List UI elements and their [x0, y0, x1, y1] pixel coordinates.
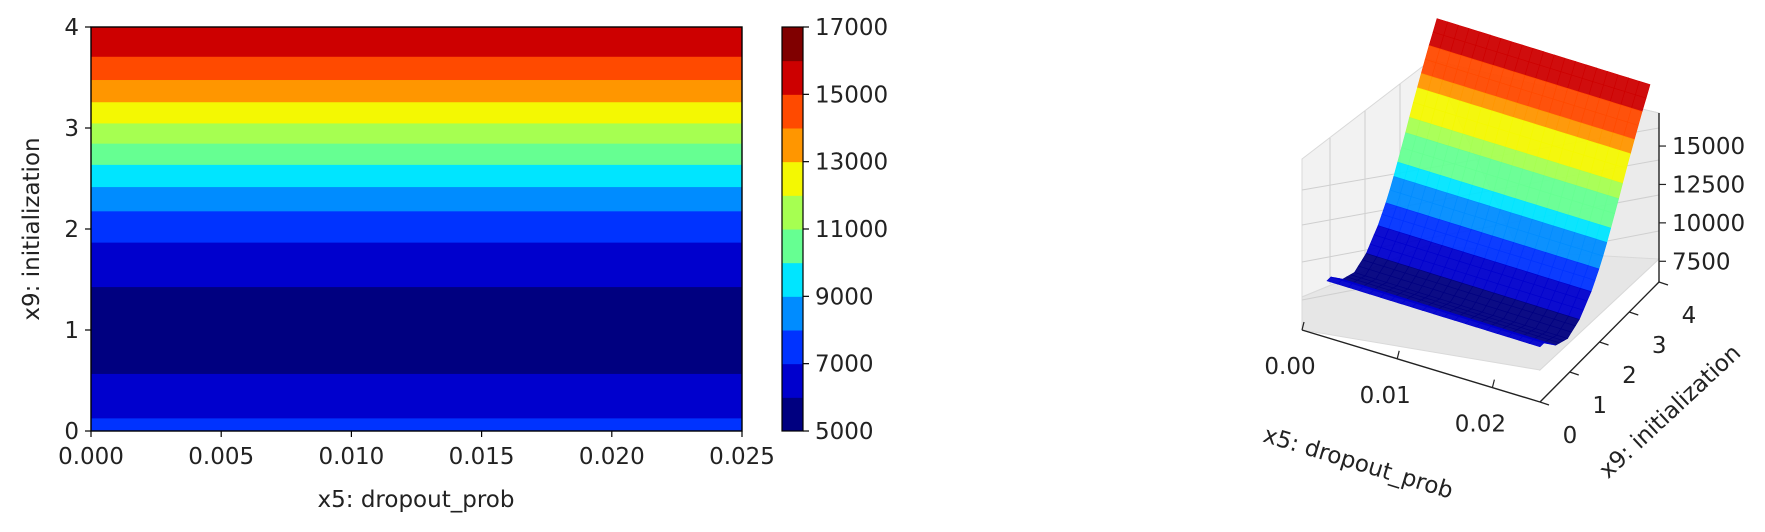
surface-x-tick-label: 0.00	[1264, 354, 1315, 380]
contour-bands	[91, 27, 742, 432]
surface-y-tick-label: 0	[1563, 423, 1578, 449]
colorbar-segment-2	[782, 330, 803, 365]
colorbar-tick-label: 15000	[815, 82, 888, 108]
colorbar-segment-4	[782, 262, 803, 297]
contour-x-tick-label: 0.020	[579, 444, 645, 470]
surface-x-tick-label: 0.01	[1360, 383, 1411, 409]
colorbar-segment-5	[782, 229, 803, 264]
contour-x-tick-label: 0.000	[58, 444, 124, 470]
contour-band-12	[91, 27, 742, 57]
contour-band-10	[91, 79, 742, 103]
contour-band-5	[91, 186, 742, 212]
x-axis-line	[1301, 329, 1541, 403]
contour-y-tick-label: 4	[64, 15, 79, 41]
colorbar-tick-label: 9000	[815, 284, 874, 310]
surface-x-tick-mark	[1396, 350, 1400, 359]
contour-y-tick-label: 3	[64, 116, 79, 142]
colorbar-segments	[782, 27, 803, 432]
surface-faces	[1326, 18, 1651, 348]
colorbar-segment-7	[782, 161, 803, 196]
colorbar-tick-label: 17000	[815, 15, 888, 41]
surface-x-tick-mark	[1491, 379, 1495, 388]
colorbar-segment-10	[782, 60, 803, 95]
contour-band-2	[91, 286, 742, 374]
contour-band-1	[91, 373, 742, 419]
surface-z-tick-label: 12500	[1672, 172, 1745, 198]
colorbar-tick-label: 11000	[815, 217, 888, 243]
contour-band-3	[91, 242, 742, 288]
contour-x-ticks: 0.000 0.005 0.010 0.015 0.020 0.025	[58, 431, 775, 470]
surface-x-ticks: 0.00 0.01 0.02	[1264, 321, 1506, 438]
contour-y-ticks: 0 1 2 3 4	[64, 15, 91, 445]
surface-x-tick-mark	[1301, 321, 1305, 331]
colorbar-segment-0	[782, 397, 803, 432]
surface-y-tick-label: 1	[1592, 393, 1607, 419]
contour-y-axis-label: x9: initialization	[19, 137, 45, 320]
contour-band-0	[91, 417, 742, 432]
contour-y-tick-label: 0	[64, 419, 79, 445]
colorbar-segment-8	[782, 128, 803, 163]
surface-y-tick-label: 3	[1652, 333, 1667, 359]
surface-z-ticks: 7500 10000 12500 15000	[1659, 134, 1745, 275]
surface-y-tick-mark	[1658, 281, 1669, 286]
contour-x-tick-label: 0.005	[188, 444, 254, 470]
contour-x-tick-label: 0.015	[449, 444, 515, 470]
contour-y-tick-label: 1	[64, 318, 79, 344]
surface-y-tick-mark	[1629, 311, 1639, 316]
contour-x-tick-label: 0.025	[709, 444, 775, 470]
colorbar-segment-3	[782, 296, 803, 331]
colorbar-tick-label: 7000	[815, 352, 874, 378]
surface-y-tick-mark	[1599, 341, 1609, 346]
surface-x-tick-label: 0.02	[1455, 412, 1506, 438]
surface-y-tick-mark	[1569, 371, 1579, 376]
colorbar-segment-9	[782, 94, 803, 129]
contour-band-11	[91, 56, 742, 81]
colorbar-segment-6	[782, 195, 803, 230]
surface-y-tick-label: 4	[1682, 303, 1697, 329]
surface-y-tick-label: 2	[1622, 363, 1637, 389]
colorbar-ticks: 5000 7000 9000 11000 13000 15000 17000	[803, 15, 888, 445]
surface-z-tick-label: 7500	[1672, 249, 1731, 275]
contour-band-4	[91, 210, 742, 243]
surface-face	[1528, 339, 1545, 348]
colorbar-segment-11	[782, 27, 803, 62]
contour-plot: 0.000 0.005 0.010 0.015 0.020 0.025 0 1 2 3 4 x5:…	[19, 15, 775, 513]
surface-z-tick-label: 10000	[1672, 211, 1745, 237]
contour-band-9	[91, 101, 742, 124]
surface-y-tick-mark	[1539, 401, 1550, 406]
contour-y-tick-label: 2	[64, 217, 79, 243]
colorbar-segment-1	[782, 363, 803, 398]
contour-x-tick-label: 0.010	[318, 444, 384, 470]
colorbar: 5000 7000 9000 11000 13000 15000 17000	[781, 15, 888, 445]
contour-band-7	[91, 143, 742, 165]
colorbar-tick-label: 13000	[815, 150, 888, 176]
surface-z-tick-label: 15000	[1672, 134, 1745, 160]
contour-x-axis-label: x5: dropout_prob	[318, 487, 515, 513]
contour-band-8	[91, 122, 742, 144]
contour-band-6	[91, 164, 742, 188]
colorbar-tick-label: 5000	[815, 419, 874, 445]
